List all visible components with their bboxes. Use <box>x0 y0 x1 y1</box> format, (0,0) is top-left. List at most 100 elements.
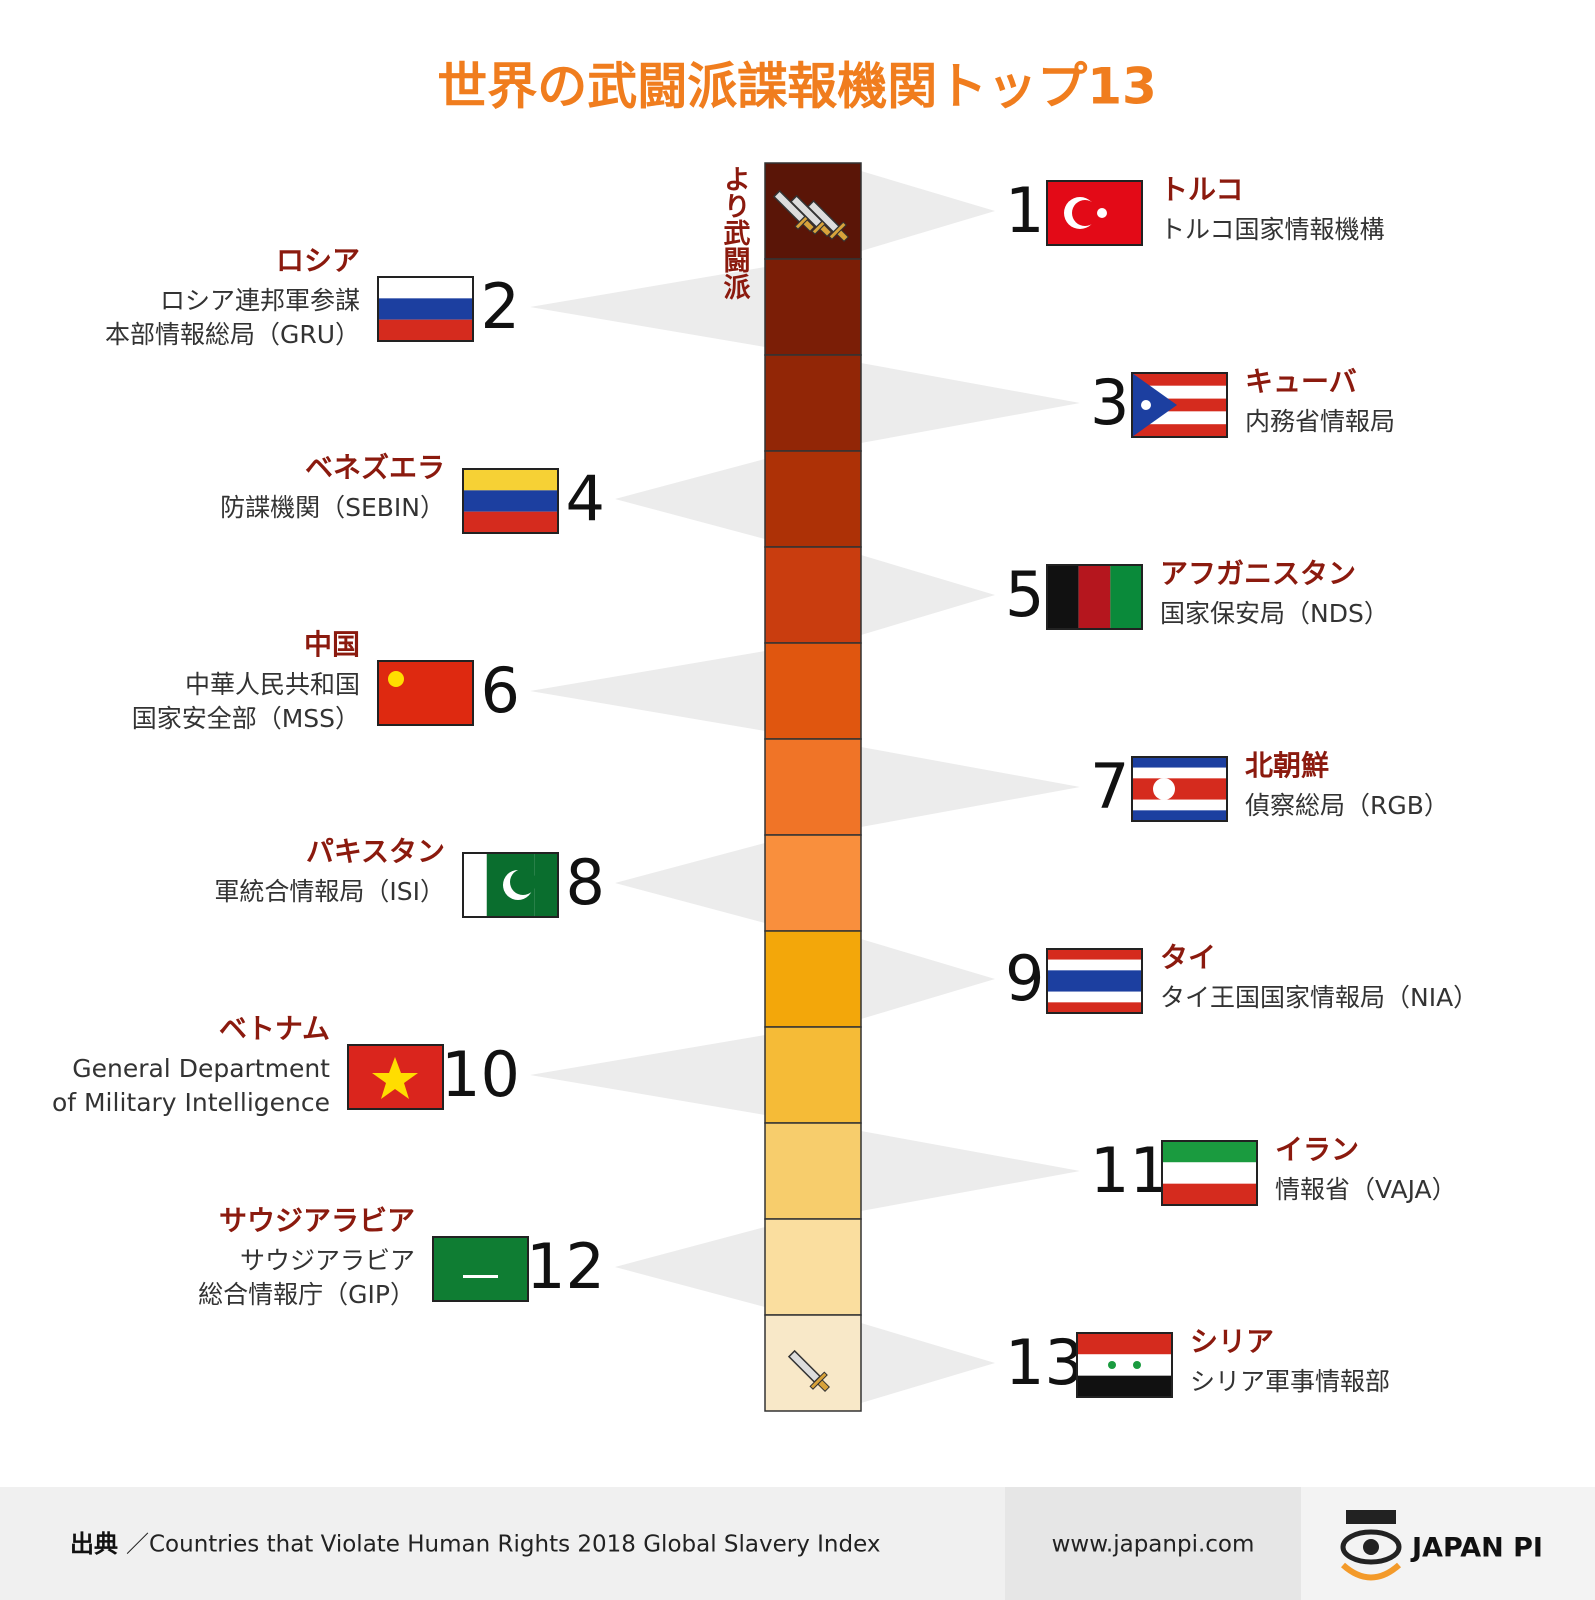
flag-part <box>1110 565 1142 629</box>
flag-part <box>378 319 473 341</box>
pointer <box>615 459 765 539</box>
footer-band <box>1005 1487 1301 1600</box>
agency: 軍統合情報局（ISI） <box>214 877 445 906</box>
flag-part <box>1132 424 1227 437</box>
flag-part <box>1047 981 1142 992</box>
flag-border <box>1161 1140 1258 1206</box>
flag-part <box>1132 810 1227 821</box>
flag-border <box>1076 1332 1173 1398</box>
agency: 国家安全部（MSS） <box>132 704 360 733</box>
pointer <box>861 939 995 1019</box>
flag-part <box>1077 1375 1172 1397</box>
rank: 9 <box>1005 942 1044 1015</box>
rank: 2 <box>481 270 520 343</box>
country: ベネズエラ <box>305 451 445 484</box>
flag-part <box>1097 208 1107 218</box>
country: ベトナム <box>219 1012 330 1045</box>
flag-border <box>1046 948 1143 1014</box>
flag-part <box>1047 991 1142 1003</box>
hilt <box>817 1379 830 1392</box>
flag-part <box>378 661 473 725</box>
flag-border <box>377 276 474 342</box>
rank: 8 <box>566 846 605 919</box>
rank: 6 <box>481 654 520 727</box>
agency: 本部情報総局（GRU） <box>105 320 360 349</box>
flag-part <box>433 1237 528 1301</box>
scale-segment <box>764 1026 862 1124</box>
agency: サウジアラビア <box>240 1246 415 1275</box>
agency: シリア軍事情報部 <box>1190 1367 1390 1396</box>
flag-part <box>1077 1333 1172 1355</box>
flag-part <box>463 1275 498 1278</box>
brand: JAPAN PI <box>1410 1533 1543 1564</box>
flag-part <box>1132 373 1177 437</box>
rank: 5 <box>1005 558 1044 631</box>
scale-segment <box>764 642 862 740</box>
flag-part <box>1132 373 1227 386</box>
scale-segment <box>764 834 862 932</box>
agency: 防諜機関（SEBIN） <box>220 493 445 522</box>
scale-segment <box>764 258 862 356</box>
country: タイ <box>1160 941 1216 974</box>
flag-part <box>1132 799 1227 811</box>
hilt <box>819 224 832 237</box>
flag-border <box>1131 372 1228 438</box>
country: キューバ <box>1245 365 1357 398</box>
country: トルコ <box>1160 173 1243 206</box>
flag-part <box>1133 1361 1141 1369</box>
flag-part <box>372 1057 418 1099</box>
flag-part <box>510 869 536 895</box>
agency: 偵察総局（RGB） <box>1245 791 1449 820</box>
pointer <box>861 555 995 635</box>
flag-part <box>1047 959 1142 971</box>
flag-part <box>534 853 558 917</box>
hilt <box>836 229 849 242</box>
flag-border <box>1046 180 1143 246</box>
country: サウジアラビア <box>219 1204 415 1237</box>
pointer <box>530 651 765 731</box>
pointer <box>861 747 1080 827</box>
scale-segment <box>764 1218 862 1316</box>
flag-part <box>1162 1162 1257 1184</box>
agency: 総合情報庁（GIP） <box>198 1280 415 1309</box>
agency: 国家保安局（NDS） <box>1160 599 1389 628</box>
rank: 1 <box>1005 174 1044 247</box>
flag-part <box>486 853 511 917</box>
pointer <box>615 843 765 923</box>
flag-part <box>388 671 404 687</box>
flag-part <box>463 490 558 512</box>
flag-part <box>378 277 473 299</box>
flag-part <box>1047 970 1142 981</box>
url: www.japanpi.com <box>1052 1532 1255 1558</box>
flag-part <box>1078 565 1111 629</box>
scale-segment <box>764 738 862 836</box>
logo <box>1340 1510 1402 1581</box>
flag-part <box>463 853 487 917</box>
agency: トルコ国家情報機構 <box>1160 215 1385 244</box>
flag-part <box>1047 949 1142 960</box>
flag-part <box>1132 757 1227 768</box>
pointer <box>861 1131 1080 1211</box>
scale-bar <box>764 162 862 1412</box>
footer-band <box>0 1487 1005 1600</box>
flag-border <box>377 660 474 726</box>
pointer <box>861 171 995 251</box>
agency: of Military Intelligence <box>52 1088 330 1117</box>
flag-part <box>1162 1141 1257 1163</box>
country: アフガニスタン <box>1160 557 1356 590</box>
title: 世界の武闘派諜報機関トップ13 <box>437 58 1157 116</box>
pointers <box>530 171 1080 1403</box>
flag-part <box>463 511 558 533</box>
flag-part <box>1047 565 1079 629</box>
country: ロシア <box>276 244 360 277</box>
flag-border <box>347 1044 444 1110</box>
rank: 3 <box>1090 366 1129 439</box>
pointer <box>530 267 765 347</box>
sword-icon <box>806 199 849 242</box>
